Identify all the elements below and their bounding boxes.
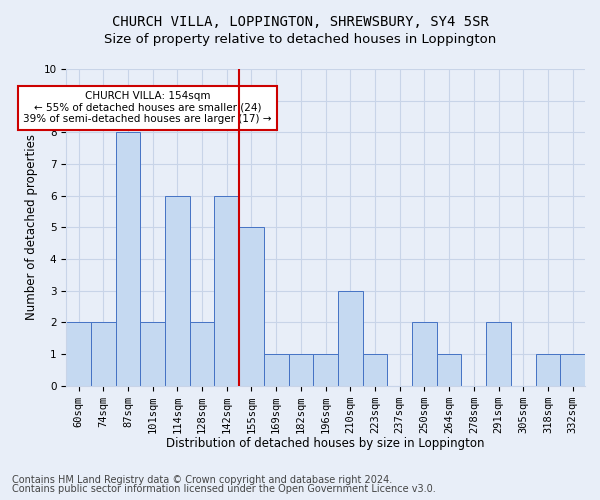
Bar <box>91 322 116 386</box>
Bar <box>313 354 338 386</box>
Bar <box>66 322 91 386</box>
Bar <box>116 132 140 386</box>
Text: CHURCH VILLA, LOPPINGTON, SHREWSBURY, SY4 5SR: CHURCH VILLA, LOPPINGTON, SHREWSBURY, SY… <box>112 15 488 29</box>
Bar <box>338 290 362 386</box>
Bar <box>536 354 560 386</box>
Bar <box>412 322 437 386</box>
Bar <box>165 196 190 386</box>
Bar <box>264 354 289 386</box>
Bar <box>239 228 264 386</box>
X-axis label: Distribution of detached houses by size in Loppington: Distribution of detached houses by size … <box>166 437 485 450</box>
Bar <box>486 322 511 386</box>
Text: CHURCH VILLA: 154sqm
← 55% of detached houses are smaller (24)
39% of semi-detac: CHURCH VILLA: 154sqm ← 55% of detached h… <box>23 91 272 124</box>
Bar <box>362 354 388 386</box>
Bar <box>289 354 313 386</box>
Bar <box>140 322 165 386</box>
Bar <box>560 354 585 386</box>
Text: Contains public sector information licensed under the Open Government Licence v3: Contains public sector information licen… <box>12 484 436 494</box>
Text: Contains HM Land Registry data © Crown copyright and database right 2024.: Contains HM Land Registry data © Crown c… <box>12 475 392 485</box>
Bar <box>437 354 461 386</box>
Y-axis label: Number of detached properties: Number of detached properties <box>25 134 38 320</box>
Text: Size of property relative to detached houses in Loppington: Size of property relative to detached ho… <box>104 32 496 46</box>
Bar <box>214 196 239 386</box>
Bar <box>190 322 214 386</box>
